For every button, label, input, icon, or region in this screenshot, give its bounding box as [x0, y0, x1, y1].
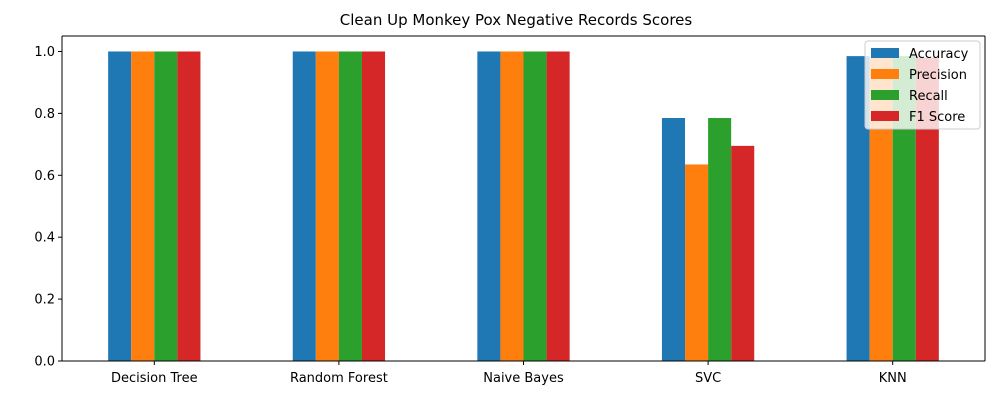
- x-tick-label-svc: SVC: [695, 371, 721, 386]
- bar-naive-bayes-precision: [500, 51, 524, 361]
- x-tick-label-decision-tree: Decision Tree: [111, 371, 198, 386]
- legend-swatch-f1-score: [871, 111, 899, 121]
- legend-swatch-accuracy: [871, 48, 899, 58]
- legend-box: [864, 40, 981, 130]
- bar-random-forest-f1-score: [361, 51, 386, 361]
- bar-random-forest-accuracy: [292, 51, 316, 361]
- bar-svc-precision: [685, 164, 709, 361]
- bar-naive-bayes-f1-score: [546, 51, 570, 361]
- y-tick-label: 0.0: [34, 355, 55, 370]
- y-tick-label: 0.6: [34, 169, 55, 184]
- legend-label-accuracy: Accuracy: [909, 47, 969, 62]
- chart-title: Clean Up Monkey Pox Negative Records Sco…: [340, 11, 693, 29]
- y-tick-label: 0.2: [34, 293, 55, 308]
- bar-knn-recall: [892, 56, 916, 361]
- bar-random-forest-precision: [315, 51, 339, 361]
- x-tick-label-naive-bayes: Naive Bayes: [483, 371, 564, 386]
- legend-label-precision: Precision: [909, 68, 967, 83]
- legend-swatch-precision: [871, 69, 899, 79]
- bar-naive-bayes-recall: [523, 51, 547, 361]
- bar-svc-accuracy: [661, 118, 686, 362]
- bar-knn-accuracy: [846, 56, 870, 361]
- bar-random-forest-recall: [338, 51, 362, 361]
- legend-swatch-recall: [871, 90, 899, 100]
- bar-svc-f1-score: [731, 145, 755, 361]
- axes-group: 0.0 0.2 0.4 0.6 0.8 1.0 Decision Tree Random Fo…: [34, 35, 986, 386]
- bar-decision-tree-f1-score: [177, 51, 201, 361]
- bar-knn-precision: [869, 57, 893, 362]
- bar-naive-bayes-accuracy: [477, 51, 501, 361]
- bar-decision-tree-precision: [131, 51, 155, 361]
- y-tick-label: 0.8: [34, 107, 55, 122]
- bar-knn-f1-score: [915, 57, 939, 362]
- y-tick-label: 0.4: [34, 231, 55, 246]
- legend-label-recall: Recall: [909, 89, 948, 104]
- x-tick-label-knn: KNN: [879, 371, 907, 386]
- bar-svc-recall: [708, 118, 732, 362]
- y-tick-label: 1.0: [34, 45, 55, 60]
- bar-decision-tree-recall: [154, 51, 178, 361]
- legend-label-f1-score: F1 Score: [909, 110, 965, 125]
- bars-group: [108, 51, 939, 362]
- bar-decision-tree-accuracy: [108, 51, 132, 361]
- x-tick-label-random-forest: Random Forest: [290, 371, 388, 386]
- legend: Accuracy Precision Recall F1 Score: [864, 40, 981, 130]
